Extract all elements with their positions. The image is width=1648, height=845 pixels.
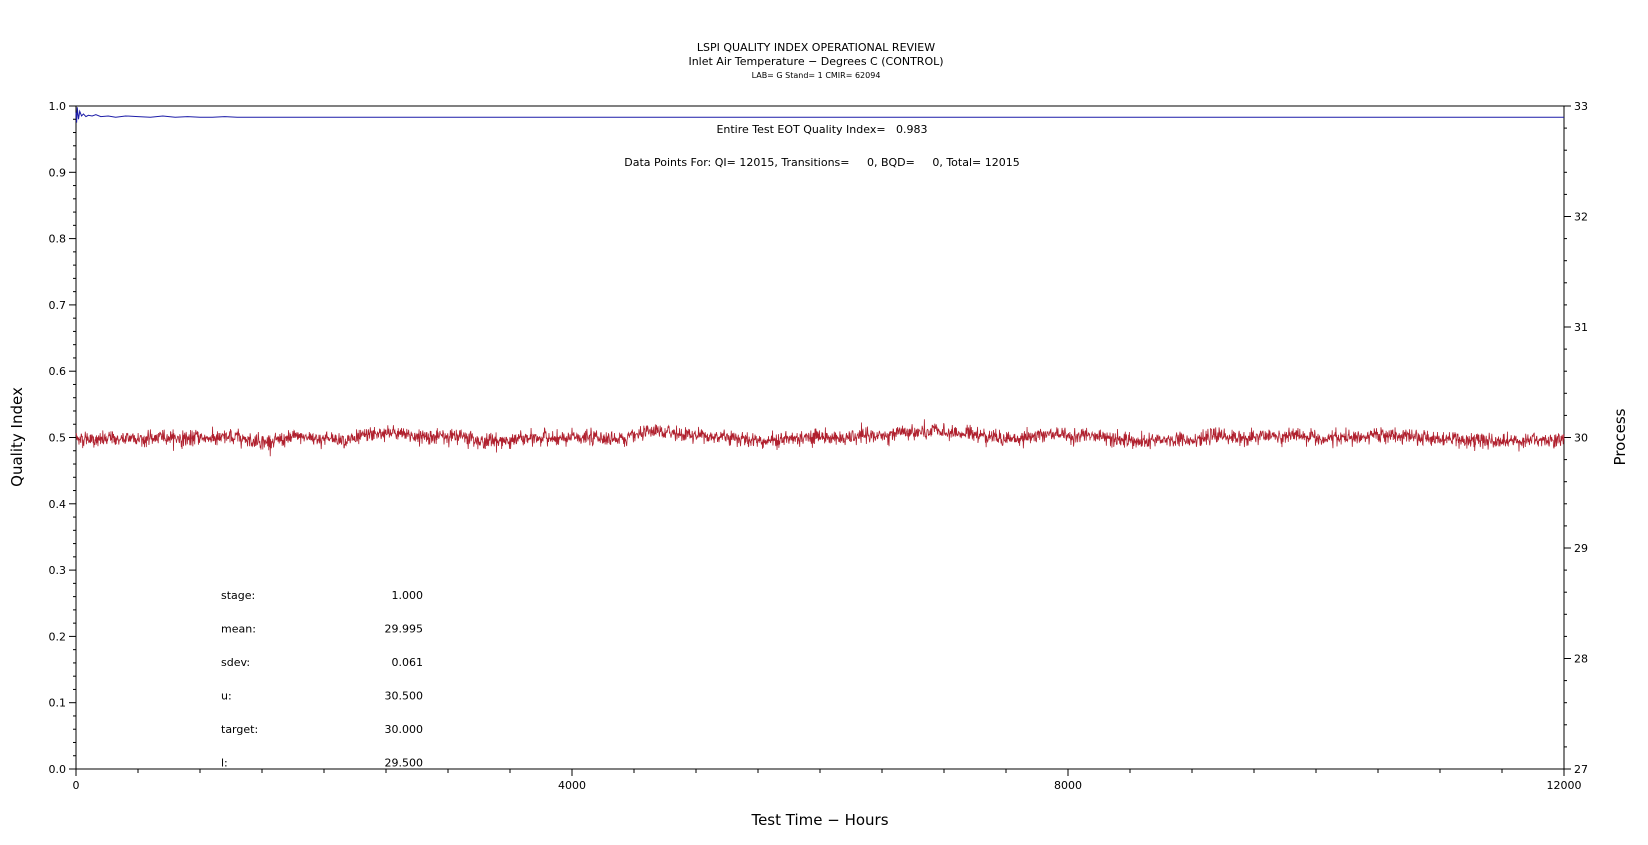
stat-value: 29.500 bbox=[385, 757, 424, 770]
stat-label: sdev: bbox=[221, 656, 250, 669]
y-right-axis-ticks: 27 28 29 30 31 32 33 bbox=[1564, 100, 1588, 776]
series-layer bbox=[75, 107, 1565, 457]
y-right-axis-label: Process bbox=[1611, 408, 1629, 465]
y-left-tick-label: 0.4 bbox=[49, 498, 67, 511]
y-left-tick-label: 0.5 bbox=[49, 432, 67, 445]
stat-label: l: bbox=[221, 757, 228, 770]
y-right-tick-label: 32 bbox=[1574, 211, 1588, 224]
y-right-tick-label: 31 bbox=[1574, 321, 1588, 334]
y-left-axis-ticks: 0.0 0.1 0.2 0.3 0.4 0.5 0.6 0.7 0.8 0.9 1.0 bbox=[49, 100, 76, 776]
y-left-tick-label: 0.9 bbox=[49, 166, 67, 179]
stat-value: 30.000 bbox=[385, 723, 424, 736]
stat-label: mean: bbox=[221, 623, 256, 636]
stats-block: stage: 1.000 mean: 29.995 sdev: 0.061 u: 30.500… bbox=[221, 589, 423, 770]
quality-index-line bbox=[75, 107, 1564, 123]
x-axis-ticks: 0 4000 8000 12000 bbox=[73, 769, 1582, 792]
x-tick-label: 4000 bbox=[558, 779, 586, 792]
chart-subtitle-lab: LAB= G Stand= 1 CMIR= 62094 bbox=[752, 71, 881, 80]
y-left-tick-label: 0.8 bbox=[49, 233, 67, 246]
stat-label: u: bbox=[221, 690, 232, 703]
y-left-tick-label: 0.1 bbox=[49, 697, 67, 710]
stat-value: 1.000 bbox=[392, 589, 424, 602]
y-left-tick-label: 0.6 bbox=[49, 365, 67, 378]
y-left-tick-label: 0.3 bbox=[49, 564, 67, 577]
y-left-tick-label: 1.0 bbox=[49, 100, 67, 113]
y-right-tick-label: 30 bbox=[1574, 432, 1588, 445]
y-right-tick-label: 28 bbox=[1574, 653, 1588, 666]
process-line bbox=[75, 419, 1565, 457]
y-right-tick-label: 33 bbox=[1574, 100, 1588, 113]
x-tick-label: 0 bbox=[73, 779, 80, 792]
stat-value: 0.061 bbox=[392, 656, 424, 669]
y-left-tick-label: 0.2 bbox=[49, 630, 67, 643]
y-right-tick-label: 27 bbox=[1574, 763, 1588, 776]
stat-label: target: bbox=[221, 723, 258, 736]
y-left-tick-label: 0.7 bbox=[49, 299, 67, 312]
eot-quality-index-note: Entire Test EOT Quality Index= 0.983 bbox=[716, 123, 927, 136]
x-tick-label: 12000 bbox=[1547, 779, 1582, 792]
y-left-tick-label: 0.0 bbox=[49, 763, 67, 776]
stat-value: 30.500 bbox=[385, 690, 424, 703]
x-axis-label: Test Time − Hours bbox=[750, 811, 888, 829]
stat-label: stage: bbox=[221, 589, 255, 602]
y-left-axis-label: Quality Index bbox=[8, 387, 26, 487]
x-tick-label: 8000 bbox=[1054, 779, 1082, 792]
stat-value: 29.995 bbox=[385, 623, 424, 636]
data-points-note: Data Points For: QI= 12015, Transitions=… bbox=[624, 156, 1019, 169]
chart-title: LSPI QUALITY INDEX OPERATIONAL REVIEW bbox=[697, 41, 935, 54]
chart-subtitle: Inlet Air Temperature − Degrees C (CONTR… bbox=[688, 55, 943, 68]
y-right-tick-label: 29 bbox=[1574, 542, 1588, 555]
